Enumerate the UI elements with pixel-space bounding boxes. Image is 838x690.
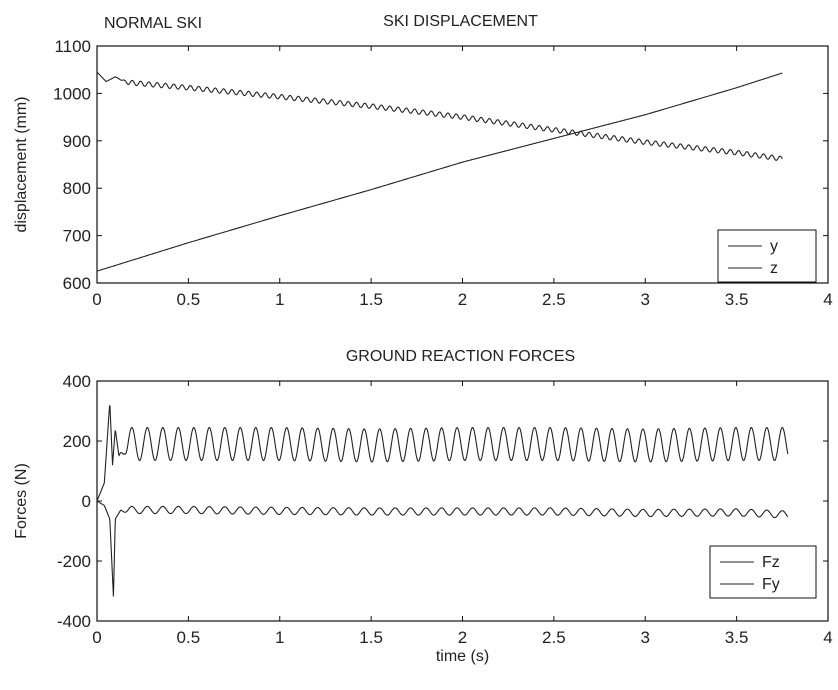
x-tick-label: 1 <box>275 628 284 647</box>
y-tick-label: 200 <box>63 432 91 451</box>
y-tick-label: 700 <box>63 227 91 246</box>
y-axis-label: displacement (mm) <box>13 96 30 232</box>
legend-box <box>709 545 817 599</box>
x-tick-label: 4 <box>823 290 832 309</box>
chart-title: GROUND REACTION FORCES <box>346 348 575 365</box>
x-tick-label: 4 <box>823 628 832 647</box>
y-tick-label: 400 <box>63 372 91 391</box>
legend-label: y <box>770 238 778 255</box>
legend-label: Fy <box>762 576 780 593</box>
x-tick-label: 0.5 <box>177 290 201 309</box>
series-line-y <box>96 71 783 161</box>
x-tick-label: 3 <box>641 628 650 647</box>
x-tick-label: 1.5 <box>359 628 383 647</box>
y-tick-label: 800 <box>63 179 91 198</box>
x-tick-label: 1 <box>275 290 284 309</box>
y-tick-label: -400 <box>57 612 91 631</box>
x-tick-label: 1.5 <box>359 290 383 309</box>
x-tick-label: 2 <box>458 628 467 647</box>
y-tick-label: 0 <box>82 492 91 511</box>
y-tick-label: 1000 <box>53 84 91 103</box>
corner-label: NORMAL SKI <box>104 15 202 32</box>
x-tick-label: 3.5 <box>725 290 749 309</box>
x-tick-label: 3.5 <box>725 628 749 647</box>
series-line-fy <box>96 500 789 597</box>
y-axis-label: Forces (N) <box>13 463 30 539</box>
x-axis-label: time (s) <box>436 648 489 665</box>
chart-title: SKI DISPLACEMENT <box>383 13 538 30</box>
displacement-panel: SKI DISPLACEMENT 0 0.5 1 1.5 2 2.5 3 3.5 4 600 700 8… <box>13 13 833 309</box>
y-tick-label: 900 <box>63 132 91 151</box>
forces-panel: GROUND REACTION FORCES 0 0.5 1 1.5 2 2.5 3 3.5 4 -… <box>13 348 833 665</box>
legend-label: Fz <box>762 554 780 571</box>
series-line-fz <box>96 405 789 502</box>
legend-box <box>717 229 817 283</box>
y-tick-label: -200 <box>57 552 91 571</box>
legend-label: z <box>770 260 778 277</box>
x-tick-label: 0 <box>92 290 101 309</box>
x-tick-label: 0 <box>92 628 101 647</box>
x-tick-label: 2.5 <box>542 628 566 647</box>
series-line-z <box>96 72 783 272</box>
x-tick-label: 2 <box>458 290 467 309</box>
x-tick-label: 0.5 <box>177 628 201 647</box>
y-tick-label: 1100 <box>54 37 91 56</box>
x-tick-label: 2.5 <box>542 290 566 309</box>
x-tick-label: 3 <box>641 290 650 309</box>
y-tick-label: 600 <box>63 274 91 293</box>
